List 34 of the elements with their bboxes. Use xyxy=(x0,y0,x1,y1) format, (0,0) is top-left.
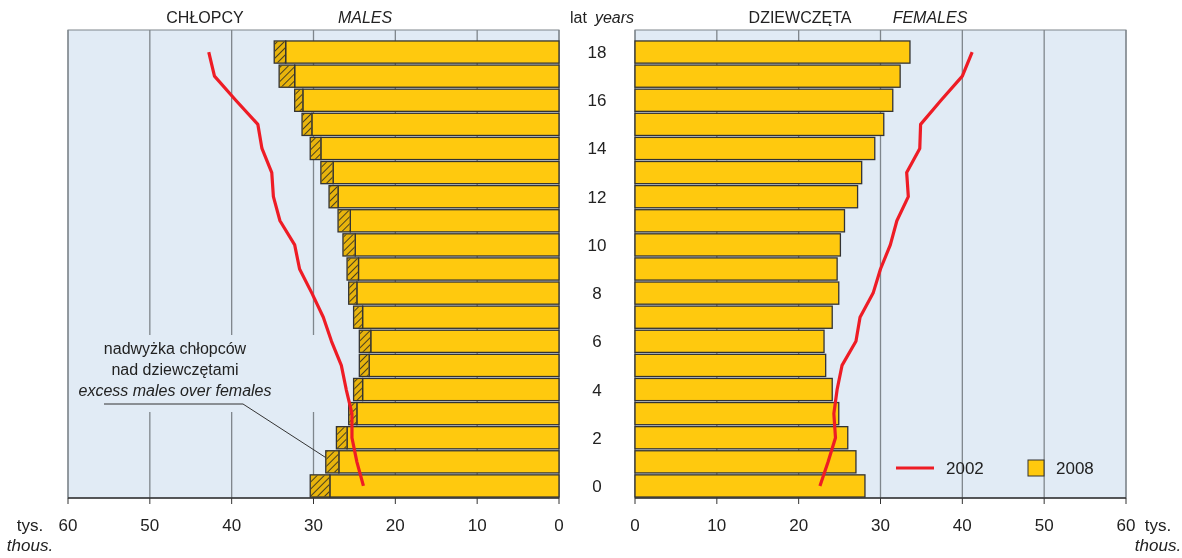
legend-label: 2002 xyxy=(946,459,984,478)
x-tick-label: 30 xyxy=(871,516,890,535)
x-tick-label: 0 xyxy=(630,516,640,535)
x-tick-label: 50 xyxy=(1034,516,1054,535)
y-tick-label: 14 xyxy=(587,139,607,159)
chart-subtitle: FEMALES xyxy=(892,9,968,26)
x-tick-label: 60 xyxy=(1116,516,1136,535)
y-tick-label: 8 xyxy=(592,284,602,304)
y-tick-label: 12 xyxy=(587,187,607,207)
x-tick-label: 40 xyxy=(222,516,242,535)
y-tick-label: 4 xyxy=(592,380,602,400)
x-tick-label: 10 xyxy=(707,516,727,535)
y-tick-label: 6 xyxy=(592,332,602,352)
y-tick-label: 2 xyxy=(592,428,602,448)
y-tick-label: 10 xyxy=(587,235,607,255)
x-tick-label: 60 xyxy=(58,516,78,535)
x-axis-title: tys. thous. xyxy=(6,516,54,555)
annotation: nadwyżka chłopców nad dziewczętami excess males over females xyxy=(78,340,272,399)
chart-title: DZIEWCZĘTA xyxy=(748,9,852,26)
y-tick-label: 18 xyxy=(587,43,607,63)
chart-subtitle: MALES xyxy=(337,9,393,26)
chart-title: CHŁOPCY xyxy=(166,9,244,26)
y-tick-label: 0 xyxy=(592,476,602,496)
x-axis-title: tys. thous. xyxy=(1134,516,1182,555)
y-axis-title: lat years xyxy=(570,9,635,26)
x-tick-label: 20 xyxy=(385,516,405,535)
x-tick-label: 0 xyxy=(554,516,564,535)
x-tick-label: 40 xyxy=(952,516,972,535)
x-tick-label: 30 xyxy=(304,516,323,535)
x-tick-label: 50 xyxy=(140,516,160,535)
x-tick-label: 20 xyxy=(789,516,809,535)
x-tick-label: 10 xyxy=(467,516,487,535)
legend-label: 2008 xyxy=(1056,459,1094,478)
y-tick-label: 16 xyxy=(587,91,607,111)
